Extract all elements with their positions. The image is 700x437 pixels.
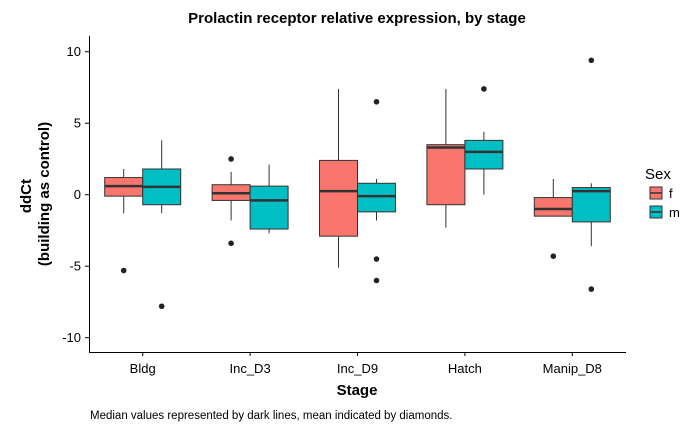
box-body: [319, 159, 358, 237]
outlier-point: [120, 267, 127, 274]
box-f-Hatch: [426, 88, 466, 228]
legend: Sex f m: [645, 166, 680, 220]
box-m-Hatch: [464, 86, 504, 195]
box-m-Bldg: [142, 140, 182, 310]
box-m-Inc_D9: [357, 98, 396, 284]
x-tick-label: Inc_D3: [229, 361, 270, 376]
outlier-point: [481, 86, 487, 92]
legend-label-f: f: [669, 186, 673, 201]
y-axis-ticks: -10 -5 0 5 10: [62, 44, 89, 345]
box-body: [357, 182, 396, 213]
x-tick-label: Manip_D8: [543, 361, 602, 376]
outlier-point: [228, 156, 234, 162]
y-tick-label: -10: [62, 330, 81, 345]
box-body: [571, 187, 611, 223]
legend-title: Sex: [645, 166, 671, 183]
y-tick-label: 10: [67, 44, 81, 59]
outlier-point: [550, 253, 557, 259]
y-axis-title-line-2: (building as control): [36, 122, 53, 266]
y-tick-label: 0: [74, 187, 81, 202]
x-axis-title: Stage: [337, 382, 378, 399]
x-tick-label: Bldg: [130, 361, 156, 376]
box-f-Inc_D9: [319, 88, 358, 268]
box-m-Inc_D3: [249, 164, 289, 234]
x-axis-ticks: Bldg Inc_D3 Inc_D9 Hatch Manip_D8: [130, 352, 602, 376]
outlier-point: [373, 256, 380, 262]
box-body: [464, 139, 504, 170]
outlier-point: [158, 303, 165, 310]
box-body: [249, 185, 289, 230]
outlier-point: [228, 240, 234, 247]
box-body: [426, 144, 466, 206]
legend-item-m: m: [649, 205, 680, 220]
y-tick-label: -5: [69, 259, 81, 274]
chart-caption: Median values represented by dark lines,…: [90, 410, 452, 422]
box-f-Bldg: [104, 168, 144, 274]
x-tick-label: Hatch: [448, 361, 482, 376]
chart-title: Prolactin receptor relative expression, …: [188, 10, 526, 27]
outlier-point: [373, 98, 380, 105]
box-m-Manip_D8: [571, 57, 611, 292]
plot-area: [104, 57, 611, 310]
outlier-point: [373, 277, 380, 284]
y-axis-title: ddCt (building as control): [18, 122, 53, 266]
y-axis-title-line-1: ddCt: [18, 179, 35, 213]
y-tick-label: 5: [74, 116, 81, 131]
box-f-Inc_D3: [211, 156, 251, 247]
outlier-point: [588, 286, 595, 292]
box-body: [533, 197, 573, 217]
outlier-point: [588, 57, 595, 64]
legend-label-m: m: [669, 205, 680, 220]
x-tick-label: Inc_D9: [337, 361, 378, 376]
box-f-Manip_D8: [533, 178, 573, 259]
legend-item-f: f: [649, 186, 673, 201]
